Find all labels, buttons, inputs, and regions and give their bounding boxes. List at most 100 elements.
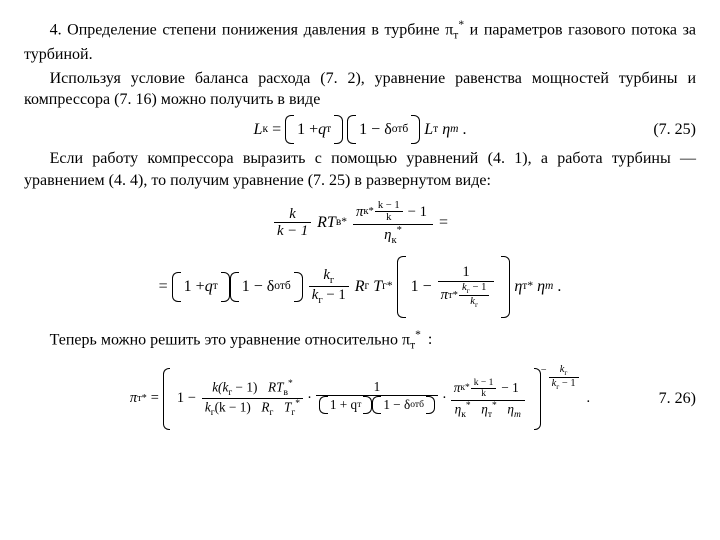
sym: π (454, 381, 461, 396)
sym: т (433, 122, 438, 138)
sym: · (305, 389, 314, 408)
sym: π (356, 204, 363, 220)
sym: . (462, 119, 466, 141)
sym: * (295, 399, 300, 409)
sym: т (488, 410, 492, 420)
sym: (k − 1) (215, 400, 251, 415)
sym: * (288, 379, 293, 389)
equation-number: 7. 26) (659, 388, 696, 410)
sym: * (453, 290, 458, 302)
sym: − 1 (470, 282, 487, 293)
sym: к (262, 122, 268, 138)
sym: . (587, 389, 591, 408)
sym: k (471, 389, 497, 399)
sym: 1 − (177, 389, 196, 408)
sym: η (481, 401, 488, 416)
sym: k − 1 (375, 200, 403, 213)
sym: * (397, 225, 402, 236)
equation-expanded: k k − 1 RTв* πк* k − 1 k − 1 ηк* (24, 200, 696, 318)
sym: 1 − (411, 276, 432, 298)
sym: η (442, 119, 450, 141)
t: т (453, 30, 458, 42)
sym: 1 (316, 380, 438, 396)
sym: k (289, 206, 296, 222)
sym: q (318, 119, 326, 141)
t: * (415, 329, 421, 341)
sym: г (365, 279, 370, 295)
sym: R (268, 379, 276, 394)
sym: η (514, 276, 522, 298)
sym: т (213, 279, 218, 295)
t: Если работу компрессора выразить с помощ… (24, 150, 696, 189)
sym: k(k (212, 379, 228, 394)
equation-7-25: Lк = 1 + qт 1 − δотб Lт ηm . (7. 25) (24, 115, 696, 145)
sym: m (450, 122, 458, 138)
sym: 1 − δ (359, 119, 392, 141)
sym: * (492, 401, 497, 411)
t: Используя условие баланса расхода (7. 2)… (24, 70, 696, 109)
sym: k (375, 212, 403, 224)
sym: q (205, 276, 213, 298)
sym: T (373, 276, 382, 298)
sym: − 1 (498, 381, 521, 396)
sym: 1 + (184, 276, 205, 298)
sym: * (387, 279, 393, 295)
para-3: Если работу компрессора выразить с помощ… (24, 148, 696, 191)
sym: * (465, 383, 470, 393)
t: Теперь можно решить это уравнение относи… (50, 331, 410, 348)
sym: − 1 (323, 287, 346, 303)
sym: m (545, 279, 553, 295)
sym: m (514, 410, 521, 420)
sym: − 1) (232, 379, 257, 394)
equation-7-26: πт* = 1 − k(kг − 1) RTв* kг(k − 1) Rг (24, 368, 696, 431)
sym: · (440, 389, 449, 408)
sym: R (317, 212, 327, 234)
para-1: 4. Определение степени понижения давлени… (24, 18, 696, 66)
sym: η (507, 401, 514, 416)
t: : (421, 331, 432, 348)
sym: π (441, 287, 448, 303)
sym: = (151, 389, 159, 408)
sym: η (537, 276, 545, 298)
sym: * (369, 206, 374, 218)
sym: π (130, 389, 137, 408)
sym: г (269, 408, 273, 418)
sym: г (291, 408, 295, 418)
sym: k − 1 (277, 223, 308, 239)
sym: T (327, 212, 336, 234)
para-2: Используя условие баланса расхода (7. 2)… (24, 68, 696, 111)
sym: 1 − δ (383, 398, 410, 413)
sym: * (341, 215, 347, 231)
sym: 1 + q (330, 398, 357, 413)
sym: − 1 (559, 378, 575, 389)
sym: L (254, 119, 263, 141)
para-4: Теперь можно решить это уравнение относи… (24, 328, 696, 354)
sym: R (355, 276, 365, 298)
t: 4. Определение степени понижения давлени… (50, 21, 454, 38)
sym: = (272, 119, 281, 141)
sym: в (283, 388, 288, 398)
sym: г (475, 300, 478, 309)
sym: * (527, 279, 533, 295)
sym: г (330, 275, 334, 286)
sym: г (564, 368, 567, 377)
sym: * (466, 401, 471, 411)
sym: = (159, 276, 168, 298)
sym: 1 + (297, 119, 318, 141)
sym: 1 − δ (242, 276, 275, 298)
sym: отб (392, 122, 409, 138)
sym: к (461, 410, 466, 420)
sym: . (557, 276, 561, 298)
sym: отб (410, 400, 424, 410)
sym: к (391, 235, 396, 246)
equation-number: (7. 25) (653, 119, 696, 141)
sym: = (439, 212, 448, 234)
sym: 1 (438, 264, 495, 281)
sym: т (357, 400, 361, 410)
sym: т (326, 122, 331, 138)
sym: L (424, 119, 433, 141)
sym: k − 1 (471, 378, 497, 389)
sym: − (541, 364, 547, 378)
sym: − 1 (405, 204, 430, 220)
sym: * (142, 392, 147, 406)
